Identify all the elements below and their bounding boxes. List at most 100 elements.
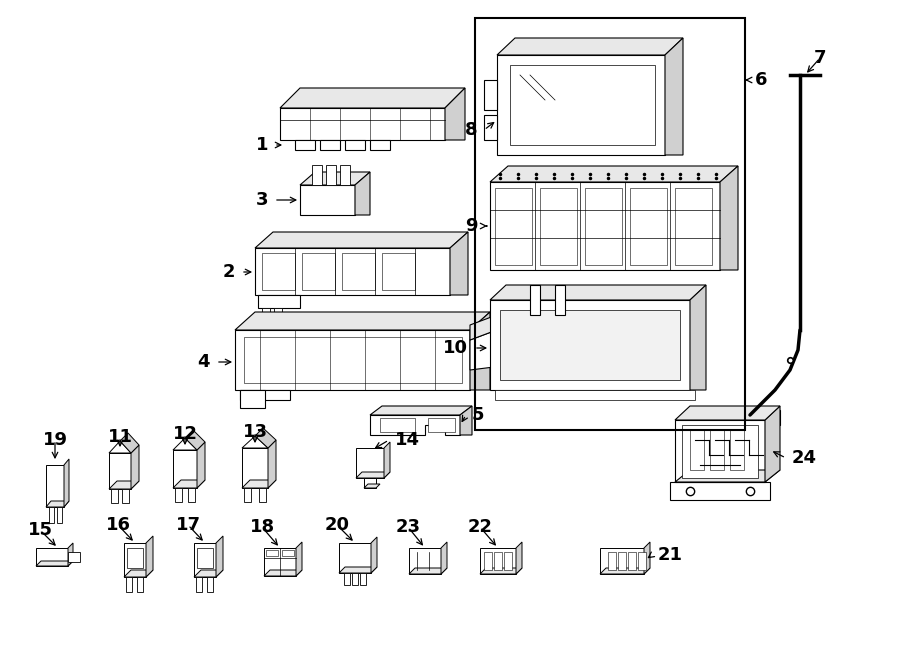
Polygon shape (175, 488, 182, 502)
Polygon shape (450, 232, 468, 295)
Text: 4: 4 (197, 353, 210, 371)
Polygon shape (120, 433, 139, 453)
Polygon shape (300, 172, 370, 185)
Polygon shape (497, 55, 665, 155)
Polygon shape (356, 448, 384, 478)
Polygon shape (484, 115, 497, 140)
Polygon shape (340, 165, 350, 185)
Text: 23: 23 (395, 518, 420, 536)
Polygon shape (258, 295, 300, 308)
Polygon shape (242, 436, 268, 448)
Polygon shape (409, 568, 447, 574)
Polygon shape (356, 472, 390, 478)
Polygon shape (264, 548, 296, 576)
Polygon shape (710, 430, 724, 470)
Polygon shape (111, 489, 118, 503)
Polygon shape (682, 425, 758, 478)
Polygon shape (124, 543, 146, 577)
Polygon shape (280, 88, 465, 108)
Polygon shape (500, 310, 680, 380)
Polygon shape (382, 253, 415, 290)
Text: 19: 19 (42, 431, 68, 449)
Polygon shape (240, 390, 290, 400)
Polygon shape (36, 561, 73, 566)
Polygon shape (555, 285, 565, 315)
Text: 2: 2 (222, 263, 235, 281)
Polygon shape (173, 480, 205, 488)
Polygon shape (352, 573, 358, 585)
Text: 3: 3 (256, 191, 268, 209)
Polygon shape (197, 548, 213, 568)
Polygon shape (127, 548, 143, 568)
Polygon shape (495, 188, 532, 265)
Polygon shape (173, 450, 197, 488)
Polygon shape (194, 570, 223, 577)
Polygon shape (266, 550, 278, 556)
Polygon shape (197, 442, 205, 488)
Polygon shape (490, 285, 706, 300)
Polygon shape (630, 188, 667, 265)
Polygon shape (750, 410, 780, 425)
Polygon shape (242, 480, 276, 488)
Polygon shape (484, 80, 497, 110)
Polygon shape (638, 552, 646, 570)
Polygon shape (342, 253, 375, 290)
Polygon shape (480, 568, 522, 574)
Text: 9: 9 (465, 217, 478, 235)
Polygon shape (608, 552, 616, 570)
Polygon shape (720, 166, 738, 270)
Polygon shape (765, 406, 780, 482)
Polygon shape (355, 172, 370, 215)
Polygon shape (730, 430, 744, 470)
Polygon shape (46, 501, 69, 507)
Polygon shape (339, 543, 371, 573)
Polygon shape (470, 312, 490, 390)
Polygon shape (295, 140, 315, 150)
Bar (475, 18, 745, 430)
Polygon shape (600, 568, 650, 574)
Polygon shape (380, 418, 415, 432)
Polygon shape (370, 406, 472, 415)
Polygon shape (194, 543, 216, 577)
Polygon shape (690, 285, 706, 390)
Polygon shape (364, 484, 380, 488)
Polygon shape (262, 308, 270, 318)
Polygon shape (122, 489, 129, 503)
Polygon shape (49, 507, 54, 523)
Polygon shape (216, 536, 223, 577)
Polygon shape (244, 488, 251, 502)
Polygon shape (428, 418, 455, 432)
Text: 11: 11 (107, 428, 132, 446)
Polygon shape (628, 552, 636, 570)
Polygon shape (185, 430, 205, 450)
Polygon shape (364, 478, 376, 488)
Polygon shape (644, 542, 650, 574)
Polygon shape (264, 570, 302, 576)
Polygon shape (173, 438, 197, 450)
Polygon shape (445, 88, 465, 140)
Polygon shape (268, 440, 276, 488)
Polygon shape (690, 430, 704, 470)
Polygon shape (490, 300, 690, 390)
Polygon shape (495, 390, 695, 400)
Text: 13: 13 (242, 423, 267, 441)
Polygon shape (530, 285, 540, 315)
Polygon shape (137, 577, 143, 592)
Text: 14: 14 (395, 431, 420, 449)
Polygon shape (64, 459, 69, 507)
Polygon shape (360, 573, 366, 585)
Polygon shape (302, 253, 335, 290)
Polygon shape (312, 165, 322, 185)
Polygon shape (259, 488, 266, 502)
Polygon shape (320, 140, 340, 150)
Text: 17: 17 (176, 516, 201, 534)
Polygon shape (490, 182, 720, 270)
Polygon shape (109, 481, 139, 489)
Polygon shape (675, 420, 765, 482)
Text: 10: 10 (443, 339, 468, 357)
Polygon shape (675, 188, 712, 265)
Text: 22: 22 (467, 518, 492, 536)
Polygon shape (68, 543, 73, 566)
Polygon shape (36, 548, 68, 566)
Polygon shape (371, 537, 377, 573)
